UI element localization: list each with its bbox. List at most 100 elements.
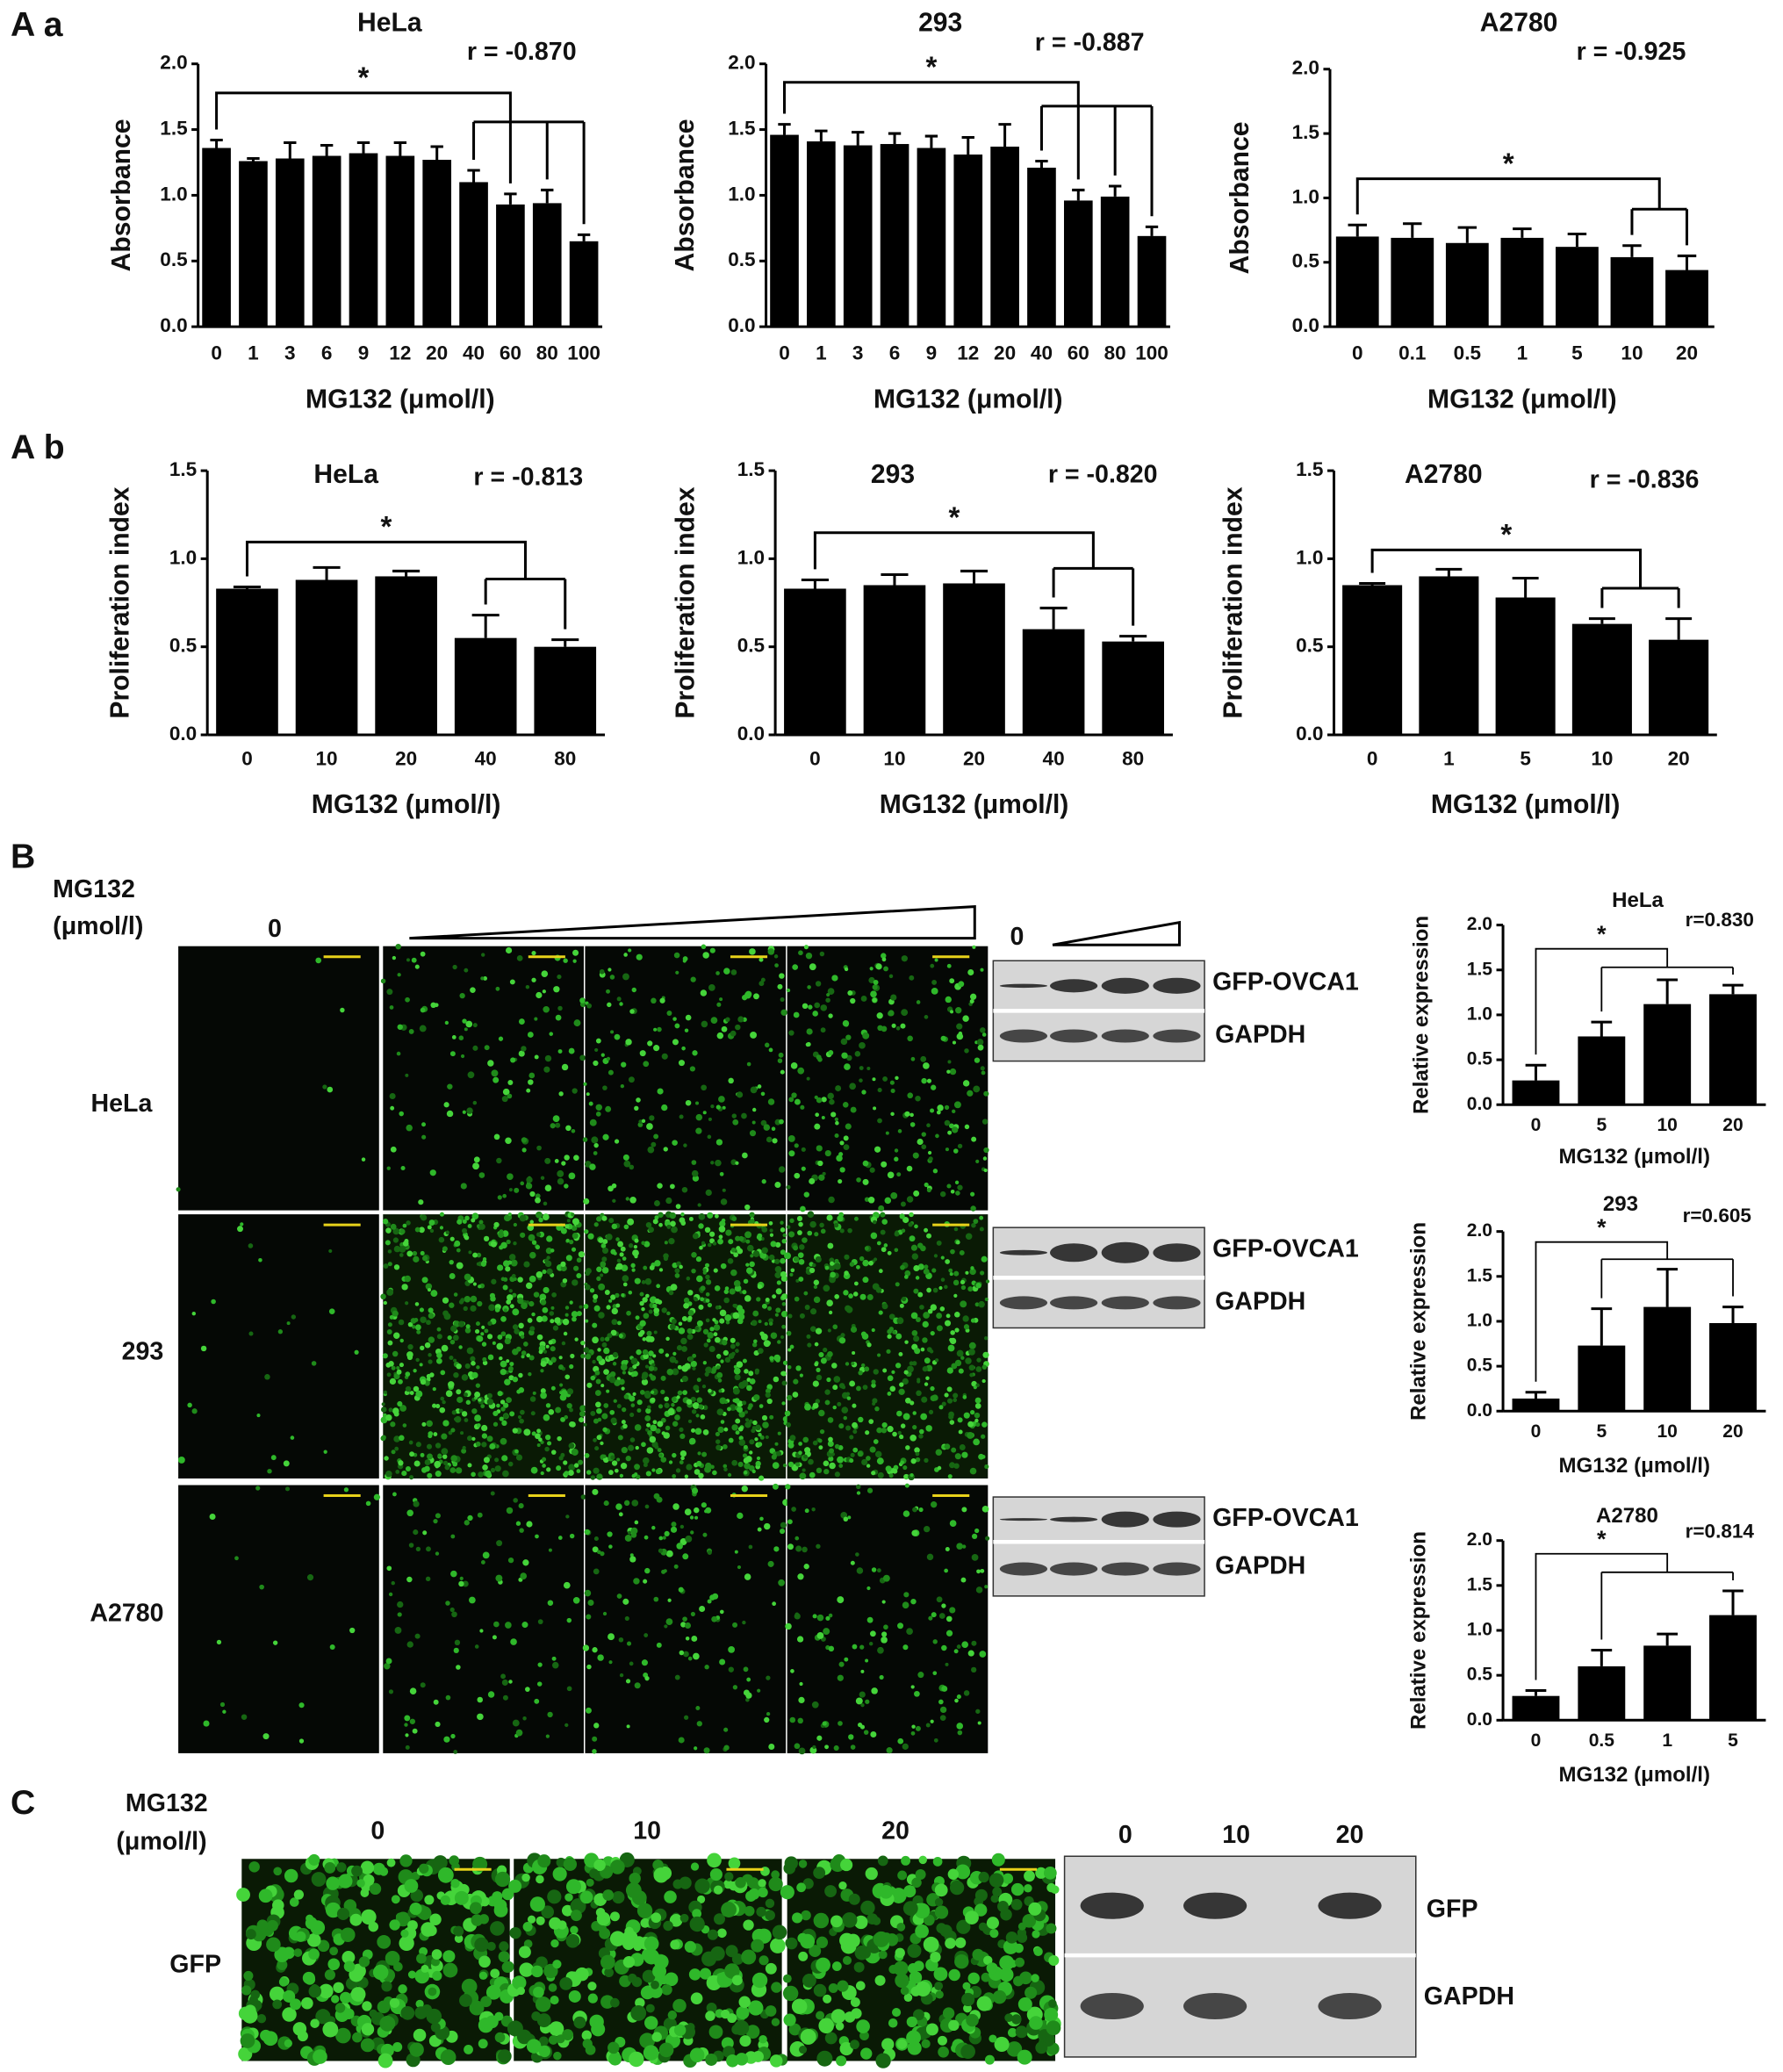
cell: [399, 1435, 405, 1442]
cell: [812, 1380, 819, 1387]
cell: [796, 1215, 803, 1222]
cell: [550, 1450, 557, 1455]
cell: [956, 1349, 964, 1357]
cell: [561, 1904, 573, 1917]
cell: [847, 1227, 852, 1234]
cell: [632, 1392, 636, 1396]
cell: [646, 1330, 652, 1336]
cell: [536, 1956, 548, 1969]
cell: [952, 1040, 957, 1045]
cell: [680, 1622, 687, 1628]
cell: [869, 967, 874, 971]
cell: [768, 1047, 773, 1053]
cell: [950, 1189, 955, 1194]
cell: [905, 1397, 911, 1404]
cell: [770, 1938, 786, 1953]
cell: [549, 2021, 564, 2037]
cell: [803, 1191, 809, 1198]
cell: [563, 1331, 568, 1336]
cell: [955, 1240, 960, 1245]
cell: [963, 1690, 970, 1696]
x-tick-label: 0: [241, 748, 253, 770]
cell: [715, 971, 720, 975]
cell: [536, 1145, 542, 1151]
cell: [601, 1413, 608, 1420]
cell: [579, 1305, 583, 1309]
cell: [913, 2009, 924, 2021]
cell: [456, 1363, 462, 1370]
cell: [981, 1972, 991, 1982]
cell: [793, 1245, 799, 1251]
cell: [1006, 2041, 1023, 2057]
cell: [819, 951, 825, 957]
cell: [645, 1407, 651, 1414]
cell: [459, 1994, 472, 2007]
cell: [529, 1396, 536, 1402]
cell: [519, 1962, 534, 1977]
bar: [202, 147, 231, 327]
cell: [715, 1365, 721, 1370]
cell: [706, 2002, 717, 2013]
cell: [664, 1530, 670, 1536]
cell: [837, 1596, 845, 1604]
annotation: r = -0.820: [1048, 461, 1158, 489]
cell: [902, 1601, 909, 1609]
x-tick-label: 20: [994, 342, 1016, 364]
cell: [708, 2025, 723, 2040]
y-tick-label: 2.0: [1467, 914, 1492, 934]
cell: [684, 1028, 689, 1032]
cell: [999, 1968, 1014, 1982]
cell: [405, 1301, 409, 1306]
cell: [981, 1434, 986, 1439]
cell: [521, 1350, 527, 1356]
x-axis-label: MG132 (μmol/l): [880, 790, 1069, 819]
cell: [517, 1414, 522, 1420]
cell: [941, 1685, 948, 1692]
cell: [696, 1721, 702, 1727]
cell: [769, 2054, 783, 2068]
cell: [391, 1580, 395, 1586]
cell: [828, 1983, 838, 1993]
cell: [464, 1520, 470, 1526]
cell: [596, 1216, 602, 1222]
cell: [386, 989, 393, 996]
cell: [945, 1259, 951, 1264]
cell: [778, 1166, 786, 1173]
cell: [570, 1925, 579, 1934]
cell: [525, 984, 530, 989]
cell: [746, 1061, 751, 1067]
cell: [992, 1989, 1007, 2004]
cell: [685, 1636, 690, 1641]
cell: [610, 1294, 616, 1300]
cell: [751, 1939, 765, 1953]
band: [1153, 977, 1201, 994]
x-tick-label: 0: [1531, 1730, 1542, 1751]
cell: [176, 1187, 181, 1192]
cell: [859, 1691, 866, 1698]
cell: [675, 1204, 681, 1209]
cell: [414, 964, 420, 969]
cell: [298, 1702, 305, 1709]
cell: [595, 1401, 601, 1408]
cell: [930, 1501, 938, 1508]
cell: [667, 1598, 672, 1602]
cell: [623, 1500, 630, 1507]
cell: [528, 1079, 534, 1085]
cell: [974, 1302, 980, 1307]
band: [1101, 1241, 1149, 1263]
cell: [500, 1331, 507, 1337]
error-bar: [960, 569, 989, 584]
cell: [669, 1323, 676, 1330]
x-tick-label: 10: [883, 748, 905, 770]
cell: [852, 1447, 859, 1453]
cell: [782, 1974, 792, 1983]
cell: [593, 1723, 600, 1729]
cell: [824, 1399, 830, 1406]
cell: [651, 1912, 662, 1924]
cell: [610, 1329, 617, 1336]
row-label: A2780: [90, 1599, 163, 1627]
cell: [602, 1133, 609, 1140]
bar: [422, 160, 452, 327]
band: [1050, 1562, 1098, 1576]
cell: [492, 1410, 499, 1417]
